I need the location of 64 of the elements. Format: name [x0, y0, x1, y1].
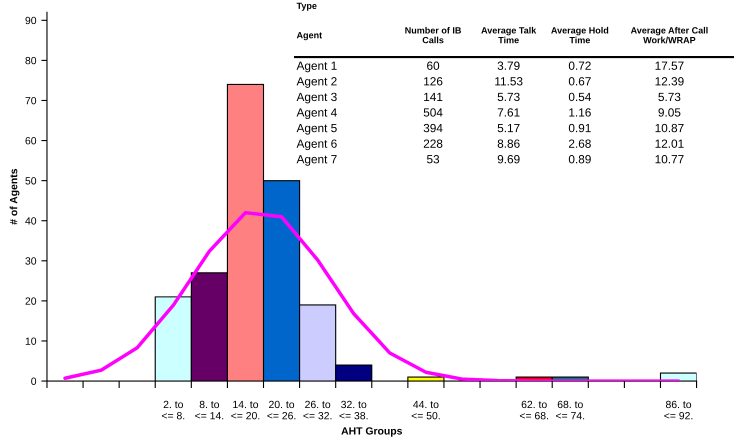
y-tick-label: 30 [25, 257, 36, 265]
x-tick-label: 86. to <= 92. [664, 400, 692, 420]
y-tick-label: 60 [26, 137, 36, 144]
x-tick-label: 26. to <= 32. [303, 400, 332, 420]
annotation: 504 [424, 108, 443, 117]
x-tick-label: 68. to <= 74. [556, 400, 584, 420]
x-tick-label: 2. to <= 8. [162, 400, 184, 420]
x-tick-label: 44. to <= 50. [412, 400, 440, 420]
y-axis-title: # of Agents [10, 168, 20, 225]
annotation: 3.79 [498, 62, 520, 70]
annotation: Number of IB Calls [405, 26, 461, 44]
y-tick-label: 70 [26, 96, 36, 104]
annotation: 0.54 [568, 92, 592, 102]
x-tick-label: 14. to <= 20. [231, 400, 260, 420]
annotation: 0.67 [568, 77, 591, 86]
annotation: 8.86 [498, 139, 520, 148]
annotation: 0.72 [568, 62, 591, 70]
annotation: 141 [424, 92, 442, 101]
annotation: Average Hold Time [551, 26, 608, 44]
annotation: Agent 3 [296, 92, 337, 104]
annotation: 9.69 [498, 155, 520, 164]
annotation: 394 [424, 124, 443, 132]
y-tick-label: 20 [26, 297, 36, 305]
annotation: Agent 6 [296, 139, 337, 150]
x-axis-title: AHT Groups [341, 427, 402, 437]
annotation: 1.16 [569, 108, 591, 117]
annotation: 0.91 [568, 124, 591, 132]
annotation: 0.89 [568, 155, 591, 164]
annotation: 5.73 [658, 92, 680, 102]
annotation: 5.73 [498, 92, 520, 102]
annotation: 12.01 [656, 139, 684, 148]
annotation: 9.05 [658, 108, 680, 117]
text: Type [296, 2, 317, 11]
annotation: Agent [296, 32, 322, 40]
annotation: 126 [424, 77, 442, 86]
y-tick-label: 0 [31, 378, 36, 385]
annotation: 60 [427, 62, 440, 70]
annotation: 12.39 [656, 77, 684, 86]
annotation: 228 [424, 139, 442, 148]
annotation: Agent 1 [296, 62, 337, 72]
y-tick-label: 50 [25, 177, 36, 185]
annotation: Agent 7 [296, 155, 337, 166]
annotation: 2.68 [568, 139, 591, 148]
y-tick-label: 90 [25, 16, 36, 24]
annotation: Agent 4 [296, 108, 337, 119]
x-tick-label: 32. to <= 38. [339, 400, 368, 420]
annotation: Agent 2 [296, 77, 337, 88]
annotation: 7.61 [498, 108, 520, 117]
annotation: 11.53 [495, 77, 522, 86]
annotation: Agent 5 [296, 124, 337, 135]
annotation: 53 [426, 155, 440, 164]
annotation: Average After Call Work/WRAP [630, 26, 708, 44]
annotation: Average Talk Time [481, 26, 536, 44]
y-tick-label: 80 [25, 56, 36, 64]
x-tick-label: 62. to <= 68. [520, 400, 548, 420]
x-tick-label: 8. to <= 14. [195, 400, 224, 420]
annotation: 17.57 [656, 62, 684, 70]
annotation: 10.77 [656, 155, 684, 164]
annotation: 10.87 [656, 124, 684, 132]
y-tick-label: 40 [25, 217, 36, 225]
annotation: 5.17 [498, 124, 520, 132]
line-series [63, 210, 680, 382]
x-tick-label: 20. to <= 26. [267, 400, 296, 420]
y-tick-label: 10 [26, 337, 36, 345]
